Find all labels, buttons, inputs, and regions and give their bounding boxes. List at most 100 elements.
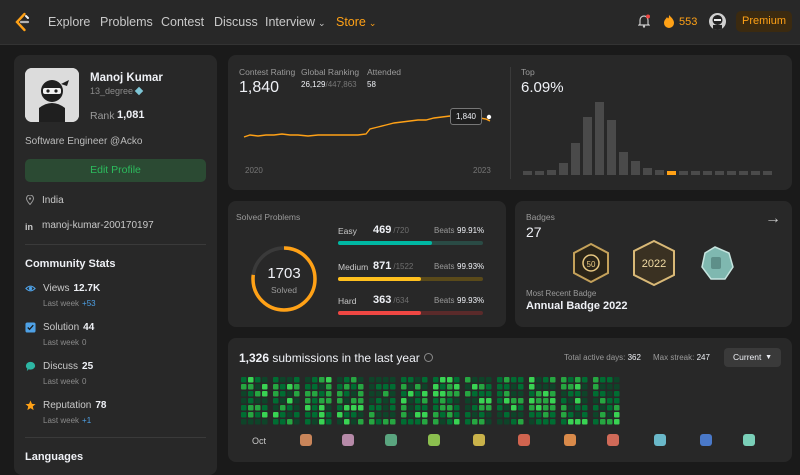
heatmap-cell[interactable] [351, 405, 357, 411]
heatmap-cell[interactable] [241, 391, 247, 397]
heatmap-cell[interactable] [376, 377, 382, 383]
heatmap-cell[interactable] [319, 377, 325, 383]
heatmap-cell[interactable] [593, 377, 599, 383]
heatmap-cell[interactable] [344, 405, 350, 411]
heatmap-cell[interactable] [518, 398, 524, 404]
heatmap-cell[interactable] [422, 384, 428, 390]
heatmap-cell[interactable] [280, 412, 286, 418]
heatmap-cell[interactable] [273, 391, 279, 397]
heatmap-cell[interactable] [440, 398, 446, 404]
heatmap-cell[interactable] [614, 377, 620, 383]
heatmap-cell[interactable] [319, 384, 325, 390]
heatmap-cell[interactable] [337, 398, 343, 404]
heatmap-cell[interactable] [401, 412, 407, 418]
heatmap-cell[interactable] [241, 377, 247, 383]
heatmap-cell[interactable] [575, 419, 581, 425]
heatmap-cell[interactable] [287, 384, 293, 390]
heatmap-cell[interactable] [529, 377, 535, 383]
heatmap-cell[interactable] [543, 405, 549, 411]
heatmap-cell[interactable] [344, 377, 350, 383]
heatmap-cell[interactable] [294, 419, 300, 425]
badge-50-days-icon[interactable]: 50 [573, 242, 609, 284]
info-icon[interactable] [423, 353, 433, 362]
streak-fire-icon[interactable] [663, 14, 675, 28]
heatmap-cell[interactable] [607, 405, 613, 411]
heatmap-cell[interactable] [504, 391, 510, 397]
heatmap-cell[interactable] [383, 377, 389, 383]
heatmap-cell[interactable] [504, 405, 510, 411]
heatmap-cell[interactable] [536, 377, 542, 383]
heatmap-cell[interactable] [369, 377, 375, 383]
heatmap-cell[interactable] [312, 377, 318, 383]
heatmap-cell[interactable] [550, 412, 556, 418]
heatmap-cell[interactable] [511, 412, 517, 418]
heatmap-cell[interactable] [358, 419, 364, 425]
heatmap-cell[interactable] [593, 405, 599, 411]
heatmap-cell[interactable] [433, 391, 439, 397]
heatmap-cell[interactable] [376, 398, 382, 404]
heatmap-cell[interactable] [376, 405, 382, 411]
arrow-right-icon[interactable]: → [765, 210, 781, 227]
heatmap-cell[interactable] [447, 377, 453, 383]
heatmap-cell[interactable] [486, 377, 492, 383]
heatmap-cell[interactable] [561, 419, 567, 425]
monthly-badge-icon[interactable] [654, 434, 666, 446]
heatmap-cell[interactable] [326, 377, 332, 383]
heatmap-cell[interactable] [550, 398, 556, 404]
heatmap-cell[interactable] [511, 384, 517, 390]
heatmap-cell[interactable] [561, 391, 567, 397]
heatmap-cell[interactable] [575, 377, 581, 383]
heatmap-cell[interactable] [305, 412, 311, 418]
heatmap-cell[interactable] [614, 398, 620, 404]
heatmap-cell[interactable] [383, 412, 389, 418]
heatmap-cell[interactable] [408, 391, 414, 397]
heatmap-cell[interactable] [305, 405, 311, 411]
heatmap-cell[interactable] [358, 398, 364, 404]
heatmap-cell[interactable] [575, 405, 581, 411]
heatmap-cell[interactable] [273, 412, 279, 418]
heatmap-cell[interactable] [383, 391, 389, 397]
heatmap-cell[interactable] [262, 377, 268, 383]
heatmap-cell[interactable] [543, 412, 549, 418]
linkedin-link[interactable]: manoj-kumar-200170197 [42, 220, 154, 231]
heatmap-cell[interactable] [248, 384, 254, 390]
heatmap-cell[interactable] [440, 391, 446, 397]
heatmap-cell[interactable] [529, 419, 535, 425]
heatmap-cell[interactable] [422, 405, 428, 411]
heatmap-cell[interactable] [454, 398, 460, 404]
heatmap-cell[interactable] [568, 412, 574, 418]
heatmap-cell[interactable] [351, 419, 357, 425]
heatmap-cell[interactable] [255, 405, 261, 411]
heatmap-cell[interactable] [440, 405, 446, 411]
nav-problems[interactable]: Problems [100, 15, 153, 29]
heatmap-cell[interactable] [454, 384, 460, 390]
heatmap-cell[interactable] [415, 384, 421, 390]
heatmap-cell[interactable] [575, 391, 581, 397]
heatmap-cell[interactable] [593, 398, 599, 404]
heatmap-cell[interactable] [273, 398, 279, 404]
heatmap-cell[interactable] [248, 419, 254, 425]
heatmap-cell[interactable] [280, 405, 286, 411]
heatmap-cell[interactable] [518, 419, 524, 425]
heatmap-cell[interactable] [319, 398, 325, 404]
heatmap-cell[interactable] [561, 412, 567, 418]
heatmap-cell[interactable] [376, 391, 382, 397]
heatmap-cell[interactable] [294, 377, 300, 383]
heatmap-cell[interactable] [358, 384, 364, 390]
heatmap-cell[interactable] [422, 398, 428, 404]
heatmap-cell[interactable] [390, 405, 396, 411]
heatmap-cell[interactable] [280, 398, 286, 404]
monthly-badge-icon[interactable] [564, 434, 576, 446]
heatmap-cell[interactable] [465, 398, 471, 404]
heatmap-cell[interactable] [607, 384, 613, 390]
heatmap-cell[interactable] [312, 391, 318, 397]
heatmap-cell[interactable] [479, 405, 485, 411]
heatmap-cell[interactable] [504, 419, 510, 425]
monthly-badge-icon[interactable] [342, 434, 354, 446]
heatmap-cell[interactable] [582, 384, 588, 390]
heatmap-cell[interactable] [479, 398, 485, 404]
heatmap-cell[interactable] [369, 405, 375, 411]
notification-bell-icon[interactable] [638, 14, 650, 28]
heatmap-cell[interactable] [273, 419, 279, 425]
heatmap-cell[interactable] [312, 384, 318, 390]
